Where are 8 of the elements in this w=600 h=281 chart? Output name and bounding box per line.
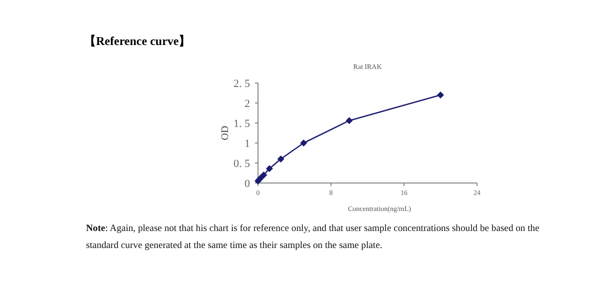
- y-tick-label: 1: [244, 138, 250, 150]
- y-tick-label: 2: [244, 98, 250, 110]
- y-tick-label: 2. 5: [234, 78, 250, 90]
- y-axis-title: OD: [220, 126, 231, 140]
- annotation: Note: Again, please not that his chart is for reference only, and that user sample concentrations should be based on the standard curve generated at the same time as their samples on the same plate.: [86, 222, 540, 253]
- title: 【Reference curve】: [84, 33, 191, 50]
- y-tick-label: 1. 5: [234, 118, 250, 130]
- y-tick-label: 0. 5: [234, 158, 250, 170]
